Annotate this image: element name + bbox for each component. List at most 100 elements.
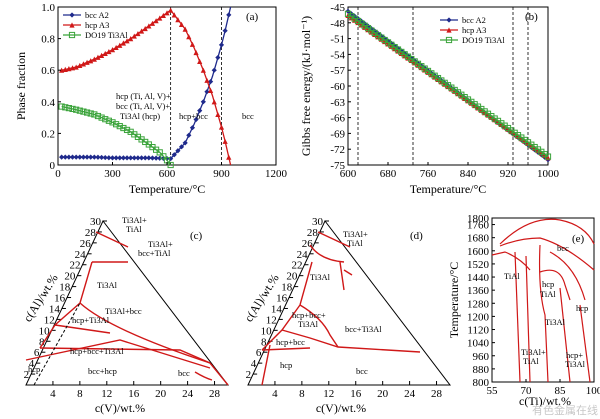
data-point — [117, 155, 123, 161]
data-point — [76, 107, 83, 114]
data-point — [106, 48, 112, 55]
chart-d-region-2: TiAl — [347, 238, 363, 248]
y-tick-label: -48 — [330, 18, 345, 30]
y-tick-label: 1280 — [467, 298, 490, 310]
data-point — [171, 152, 177, 158]
chart-c-region-5: Ti3Al — [97, 280, 118, 290]
data-point — [171, 12, 177, 18]
v-tick-label: 4 — [50, 388, 56, 400]
v-tick-label: 8 — [299, 388, 305, 400]
data-point — [175, 17, 181, 23]
y-tick-label: 1120 — [467, 325, 489, 337]
v-tick-label: 4 — [272, 388, 278, 400]
data-point — [91, 154, 97, 160]
data-point — [102, 154, 108, 161]
al-tick-label: 20 — [64, 271, 76, 283]
al-tick-label: 12 — [44, 314, 55, 326]
y-tick-label: 960 — [473, 351, 490, 363]
data-point — [59, 154, 65, 160]
chart-e-region-6: Ti3Al — [545, 317, 566, 327]
x-tick-label: 70 — [521, 385, 533, 397]
chart-d-xlabel: c(V)/wt.% — [316, 401, 366, 415]
data-point — [109, 47, 116, 53]
v-tick-label: 16 — [350, 388, 362, 400]
chart-c-boundary — [39, 347, 229, 386]
x-tick-label: 1200 — [265, 168, 288, 180]
v-tick-label: 24 — [404, 388, 416, 400]
data-point — [88, 154, 94, 160]
data-point — [120, 124, 127, 132]
v-tick-label: 8 — [77, 388, 83, 400]
data-point — [157, 15, 163, 21]
x-tick-label: 900 — [213, 168, 230, 180]
data-point — [178, 144, 185, 150]
chart-c-region-6: Ti3Al+bcc — [105, 306, 142, 316]
data-point — [218, 42, 225, 48]
y-tick-label: 0.2 — [41, 128, 55, 140]
data-point — [222, 28, 228, 34]
x-tick-label: 55 — [487, 385, 499, 397]
chart-e-region-1: bcc — [557, 243, 569, 253]
chart-b: 600 680 760 840 920 1000 -45 -48 -51 -54 -57 -60 -63… — [299, 2, 560, 196]
al-tick-label: 16 — [54, 293, 66, 305]
data-point — [95, 54, 101, 60]
al-tick-label: 4 — [251, 358, 257, 370]
data-point — [123, 126, 131, 134]
data-point — [113, 155, 119, 161]
legend-label: bcc A2 — [85, 10, 109, 20]
al-tick-label: 26 — [80, 238, 92, 250]
y-tick-label: 1680 — [467, 233, 490, 245]
chart-c-xlabel: c(V)/wt.% — [95, 401, 145, 415]
legend-label: hcp A3 — [462, 25, 486, 35]
chart-c-region-1: Ti3Al+ — [122, 215, 147, 225]
chart-c-boundaries — [25, 231, 229, 386]
y-tick-label: -75 — [330, 160, 345, 172]
chart-d-boundary — [261, 347, 311, 351]
chart-e-boundary — [539, 269, 571, 301]
chart-b-ylabel: Gibbs free energy/(kJ·mol⁻¹) — [299, 16, 313, 156]
chart-d-frame — [247, 220, 452, 386]
x-tick-label: 100 — [586, 385, 600, 397]
data-point — [146, 23, 152, 29]
data-point — [88, 58, 94, 64]
al-tick-label: 4 — [29, 358, 35, 370]
data-point — [204, 77, 210, 83]
data-point — [124, 155, 130, 161]
legend-label: hcp A3 — [85, 20, 109, 30]
data-point — [106, 155, 112, 161]
y-tick-label: -51 — [330, 34, 345, 46]
chart-a-annotation-1: hcp (Ti, Al, V)+ — [116, 91, 171, 101]
chart-c-boundary — [95, 231, 129, 248]
x-tick-label: 1000 — [537, 168, 560, 180]
data-point — [149, 155, 156, 161]
chart-c-boundary — [25, 339, 211, 369]
chart-a: 0 300 600 900 1200 0 0.2 0.4 0.6 0.8 1.0 (a) Tempe… — [14, 2, 288, 196]
data-point — [544, 153, 552, 160]
data-point — [215, 54, 221, 61]
al-tick-label: 22 — [291, 260, 302, 272]
chart-d-region-5: Ti3Al — [298, 319, 319, 329]
legend-marker — [445, 36, 453, 44]
chart-a-ylabel: Phase fraction — [14, 52, 28, 120]
data-point — [156, 149, 163, 156]
chart-d-boundary — [309, 244, 345, 263]
chart-b-panel-label: (b) — [525, 11, 538, 23]
data-point — [83, 109, 91, 116]
x-tick-label: 760 — [420, 168, 437, 180]
chart-c-region-9: bcc+hcp — [88, 366, 117, 376]
legend-marker — [446, 17, 452, 23]
y-tick-label: 800 — [473, 377, 490, 389]
al-tick-label: 26 — [302, 238, 314, 250]
data-point — [200, 99, 206, 105]
chart-c-region-11: bcc — [178, 368, 190, 378]
data-point — [211, 99, 217, 105]
chart-e-region-2: TiAl — [504, 271, 520, 281]
chart-c-boundary — [79, 302, 211, 364]
y-tick-label: -72 — [330, 144, 345, 156]
chart-e-region-7: Ti3Al+ — [521, 347, 546, 357]
chart-e-frame — [491, 217, 595, 383]
data-point — [58, 103, 65, 110]
chart-e-boundary — [538, 244, 549, 383]
data-point — [138, 28, 145, 34]
